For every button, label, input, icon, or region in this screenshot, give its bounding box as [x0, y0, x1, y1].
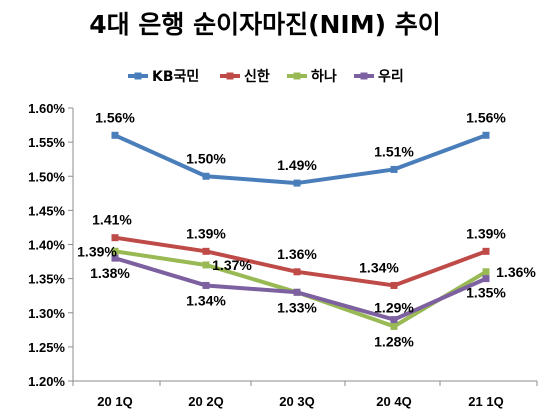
data-label: 1.37% — [212, 257, 252, 273]
y-tick-label: 1.50% — [28, 169, 65, 184]
data-point — [390, 165, 398, 173]
data-label: 1.38% — [90, 265, 130, 281]
data-point — [202, 247, 210, 255]
data-point — [482, 275, 490, 283]
data-label: 1.56% — [95, 109, 135, 125]
data-point — [482, 247, 490, 255]
y-tick-label: 1.60% — [28, 101, 65, 116]
data-label: 1.34% — [186, 292, 226, 308]
y-tick-label: 1.25% — [28, 340, 65, 355]
data-label: 1.41% — [92, 212, 132, 228]
data-labels: 1.56% 1.50% 1.49% 1.51% 1.56% 1.41% 1.39% 1.36%… — [77, 109, 536, 349]
legend-marker — [360, 72, 368, 80]
legend-label: 신한 — [244, 69, 270, 85]
x-tick-label: 20 4Q — [376, 394, 411, 409]
data-point — [202, 281, 210, 289]
data-point — [202, 172, 210, 180]
data-label: 1.29% — [374, 300, 414, 316]
data-label: 1.35% — [466, 285, 506, 301]
data-label: 1.34% — [359, 259, 399, 275]
legend-label: 하나 — [311, 68, 337, 85]
data-label: 1.39% — [186, 225, 226, 241]
data-point — [111, 131, 119, 139]
y-tick-label: 1.20% — [28, 374, 65, 389]
data-point — [293, 268, 301, 276]
data-label: 1.28% — [374, 333, 414, 349]
series-layer — [111, 131, 490, 330]
x-tick-label: 21 1Q — [468, 394, 503, 409]
data-label: 1.36% — [496, 264, 536, 280]
legend-marker — [226, 72, 234, 80]
legend-marker — [134, 72, 142, 80]
data-label: 1.39% — [466, 225, 506, 241]
legend-marker — [293, 72, 301, 80]
legend: KB국민 신한 하나 우리 — [128, 68, 404, 85]
data-point — [390, 281, 398, 289]
x-tick-label: 20 1Q — [97, 394, 132, 409]
x-tick-label: 20 3Q — [279, 394, 314, 409]
y-tick-label: 1.30% — [28, 306, 65, 321]
data-label: 1.50% — [186, 150, 226, 166]
y-tick-label: 1.35% — [28, 272, 65, 287]
y-tick-label: 1.40% — [28, 238, 65, 253]
data-label: 1.39% — [77, 243, 117, 259]
data-point — [293, 288, 301, 296]
data-point — [390, 322, 398, 330]
data-label: 1.49% — [277, 157, 317, 173]
y-tick-label: 1.45% — [28, 203, 65, 218]
data-point — [111, 254, 119, 262]
data-point — [482, 131, 490, 139]
data-point — [111, 234, 119, 242]
legend-label: KB국민 — [152, 68, 199, 85]
data-label: 1.36% — [277, 246, 317, 262]
data-label: 1.56% — [466, 109, 506, 125]
axes: 1.20% 1.25% 1.30% 1.35% 1.40% 1.45% 1.50% 1.55%… — [28, 101, 538, 409]
data-point — [293, 179, 301, 187]
y-tick-label: 1.55% — [28, 135, 65, 150]
data-point — [202, 261, 210, 269]
x-tick-label: 20 2Q — [188, 394, 223, 409]
data-label: 1.51% — [374, 143, 414, 159]
data-point — [111, 247, 119, 255]
data-point — [482, 268, 490, 276]
legend-label: 우리 — [378, 69, 404, 85]
chart-title: 4대 은행 순이자마진(NIM) 추이 — [89, 10, 440, 39]
data-point — [390, 316, 398, 324]
data-label: 1.33% — [277, 299, 317, 315]
